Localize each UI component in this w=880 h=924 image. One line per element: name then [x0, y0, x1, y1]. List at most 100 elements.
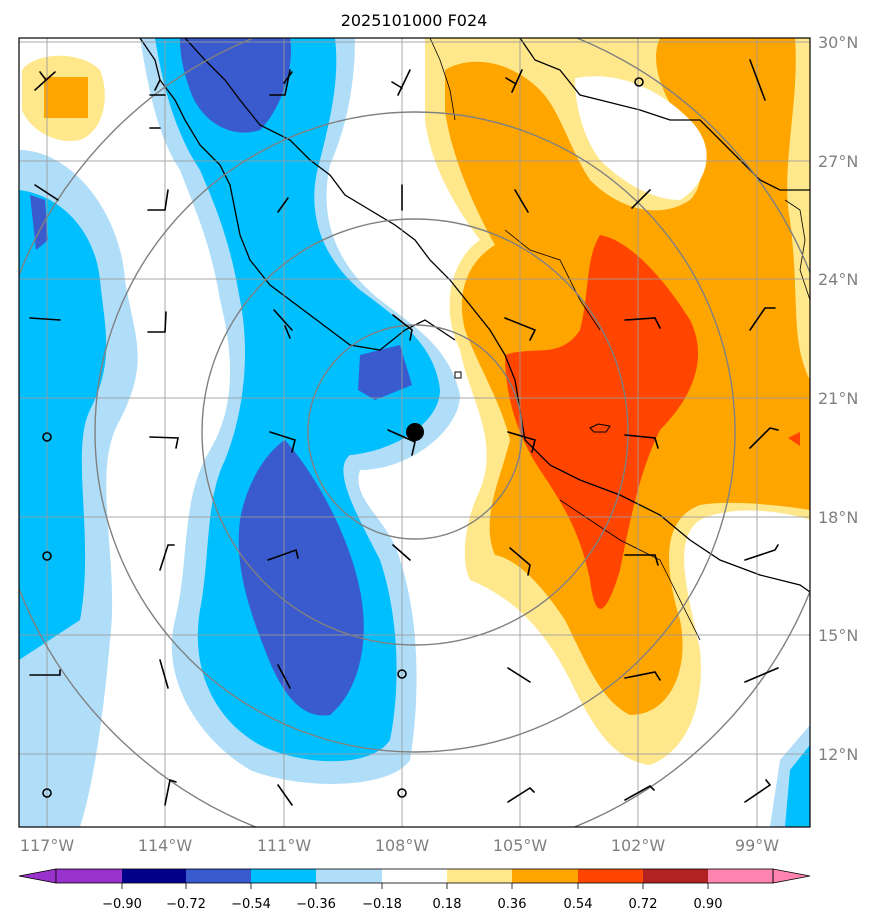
colorbar-label: −0.54 — [231, 897, 271, 912]
lat-label: 12°N — [818, 745, 858, 764]
east-outline — [784, 199, 810, 301]
calm-circle-5 — [397, 669, 407, 679]
colorbar-label: 0.18 — [433, 897, 462, 912]
wind-barb — [744, 779, 772, 803]
colorbar-label: −0.72 — [166, 897, 206, 912]
geography — [139, 38, 810, 641]
lon-label: 99°W — [735, 836, 779, 855]
calm-circle-4 — [634, 77, 644, 87]
range-ring-3 — [94, 111, 736, 753]
state-border-1 — [504, 229, 601, 331]
lat-label: 24°N — [818, 270, 858, 289]
lon-label: 111°W — [257, 836, 312, 855]
range-ring-2 — [201, 218, 629, 646]
wind-barb — [505, 69, 523, 93]
colorbar-label: −0.90 — [102, 897, 142, 912]
lake-outline — [589, 423, 611, 433]
fill-neg054-north — [180, 38, 291, 133]
wind-barb — [277, 784, 293, 806]
fill-neg054-west — [30, 195, 48, 250]
wind-barb — [159, 544, 175, 571]
wind-barb — [504, 317, 537, 341]
mainland-coast — [184, 38, 810, 593]
wind-barb — [507, 786, 535, 803]
lat-label: 15°N — [818, 626, 858, 645]
wind-barb — [267, 548, 299, 561]
colorbar-segment — [56, 869, 122, 883]
wind-barb — [749, 307, 776, 331]
wind-barb — [509, 547, 531, 576]
wind-barb — [391, 69, 411, 96]
lon-label: 117°W — [20, 836, 75, 855]
wind-barb — [744, 544, 779, 561]
colorbar-segment — [122, 869, 186, 883]
colorbar-label: 0.54 — [564, 897, 593, 912]
wind-barb — [273, 309, 293, 339]
wind-barb — [29, 669, 61, 676]
colorbar-label: −0.36 — [296, 897, 336, 912]
wind-barb — [624, 434, 659, 449]
lat-label: 18°N — [818, 508, 858, 527]
wind-barb — [749, 59, 766, 101]
wind-barb — [147, 311, 167, 333]
colorbar-outline — [55, 868, 774, 884]
map-area — [19, 38, 810, 827]
fill-pos054-center — [505, 235, 699, 609]
wind-barb — [277, 197, 289, 213]
wind-barb — [624, 554, 659, 566]
lat-label: 30°N — [818, 33, 858, 52]
wind-barb — [749, 427, 779, 449]
calm-circle-1 — [42, 432, 52, 442]
positive-contours — [22, 38, 810, 765]
colorbar-segment — [708, 869, 773, 883]
latitude-labels: 30°N 27°N 24°N 21°N 18°N 15°N 12°N — [818, 33, 858, 764]
wind-barb — [624, 785, 655, 801]
lon-label: 108°W — [375, 836, 430, 855]
fill-neg036-west — [19, 190, 107, 660]
colorbar-segment — [382, 869, 447, 883]
wind-barb — [164, 778, 177, 806]
colorbar-extend-high — [772, 868, 811, 884]
wind-barb — [34, 184, 59, 201]
colorbar-segment — [251, 869, 316, 883]
wind-barb — [269, 431, 296, 453]
calm-circle-2 — [42, 551, 52, 561]
wind-barb — [507, 667, 531, 683]
colorbar-ticks — [121, 883, 709, 889]
wind-barb — [149, 436, 179, 449]
colorbar-segment — [578, 869, 643, 883]
fill-neg054-south — [238, 440, 364, 716]
colorbar-label: 0.90 — [694, 897, 723, 912]
wind-barb — [514, 189, 529, 213]
wind-barb — [159, 659, 169, 689]
lat-label: 27°N — [818, 152, 858, 171]
fill-pos054-east-spot — [788, 432, 800, 446]
wind-barb — [744, 667, 779, 683]
wind-barb — [624, 671, 661, 681]
wind-barb — [29, 317, 61, 321]
lon-label: 114°W — [138, 836, 193, 855]
map-frame — [18, 37, 811, 828]
wind-barb — [392, 544, 411, 561]
gap-white-north — [575, 76, 707, 200]
storm-center-marker — [406, 423, 424, 441]
range-rings — [19, 38, 810, 827]
colorbar-segment — [643, 869, 708, 883]
colorbar-segment — [316, 869, 382, 883]
colorbar-label: 0.36 — [498, 897, 527, 912]
wind-barbs — [29, 59, 779, 806]
colorbar-extend-low — [18, 868, 57, 884]
calm-circle-3 — [42, 788, 52, 798]
longitude-labels: 117°W 114°W 111°W 108°W 105°W 102°W 99°W — [20, 836, 779, 855]
wind-barb — [507, 431, 536, 453]
wind-barb — [277, 664, 291, 689]
lon-label: 102°W — [611, 836, 666, 855]
wind-barb — [392, 314, 413, 341]
wind-barb — [147, 189, 169, 211]
fill-pos036-nw — [44, 77, 88, 118]
lat-label: 21°N — [818, 389, 858, 408]
fill-neg036-central — [155, 38, 440, 762]
negative-contours — [19, 38, 810, 827]
colorbar: −0.90 −0.72 −0.54 −0.36 −0.18 0.18 0.36 … — [18, 868, 811, 912]
